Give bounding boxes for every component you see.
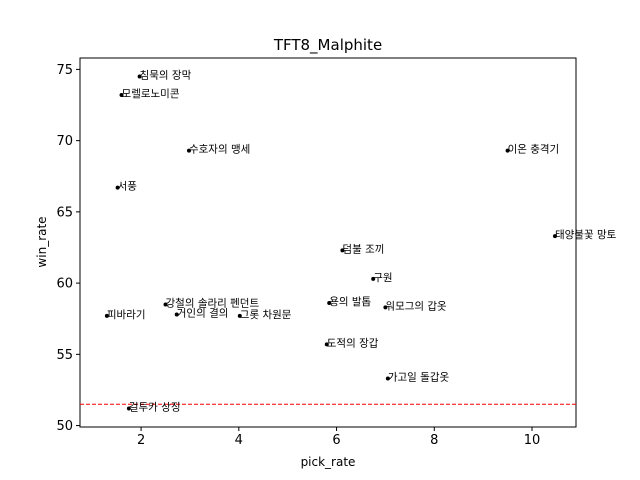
point-label: 거인의 결의 xyxy=(177,307,229,319)
data-point xyxy=(385,376,390,381)
y-tick-label: 75 xyxy=(56,63,73,78)
y-tick-label: 65 xyxy=(56,205,73,220)
point-label: 모렐로노미콘 xyxy=(122,87,180,100)
y-tick-label: 50 xyxy=(56,419,73,434)
x-tick-label: 6 xyxy=(332,433,340,448)
point-label: 수호자의 맹세 xyxy=(189,144,250,156)
point-label: 강철의 솔라리 펜던트 xyxy=(166,297,260,309)
data-point xyxy=(174,312,179,317)
x-tick-label: 4 xyxy=(235,433,243,448)
point-label: 가고일 돌갑옷 xyxy=(388,371,450,384)
x-axis-label: pick_rate xyxy=(301,455,356,469)
point-label: 서풍 xyxy=(118,181,138,193)
y-axis-ticks: 50 55 60 65 70 75 xyxy=(56,63,80,434)
point-label: 피바라기 xyxy=(107,309,146,321)
data-point xyxy=(371,276,376,281)
x-tick-label: 8 xyxy=(430,433,438,448)
point-label: 덤불 조끼 xyxy=(342,243,384,255)
y-tick-label: 60 xyxy=(56,277,73,292)
plot-frame xyxy=(79,57,577,428)
point-label: 워모그의 갑옷 xyxy=(385,299,447,312)
point-label: 그롯 차원문 xyxy=(240,309,292,321)
data-point xyxy=(505,148,510,153)
data-point xyxy=(383,305,388,310)
data-point xyxy=(163,302,168,307)
y-tick-label: 55 xyxy=(56,348,73,363)
data-point xyxy=(327,301,332,306)
point-label: 걸투카 상징 xyxy=(129,400,181,413)
x-tick-label: 10 xyxy=(524,433,541,448)
point-label: 침묵의 장막 xyxy=(140,70,192,82)
data-point xyxy=(126,406,131,411)
data-point xyxy=(115,185,120,190)
x-tick-label: 2 xyxy=(137,433,145,448)
y-axis-label: win_rate xyxy=(35,216,49,267)
data-point xyxy=(237,313,242,318)
data-point xyxy=(186,148,191,153)
data-point xyxy=(552,234,557,239)
point-label: 용의 발톱 xyxy=(329,296,371,308)
chart-title: TFT8_Malphite xyxy=(273,36,382,55)
data-point xyxy=(340,248,345,253)
y-tick-label: 70 xyxy=(56,134,73,149)
data-point xyxy=(137,74,142,79)
point-label: 이온 충격기 xyxy=(508,143,560,156)
point-label: 도적의 장갑 xyxy=(327,337,379,349)
point-label: 구원 xyxy=(373,272,392,284)
data-point xyxy=(324,342,329,347)
point-label: 태양불꽃 망토 xyxy=(555,229,617,241)
x-axis-ticks: 2 4 6 8 10 xyxy=(137,427,540,448)
data-point xyxy=(104,313,109,318)
data-point xyxy=(119,93,124,98)
